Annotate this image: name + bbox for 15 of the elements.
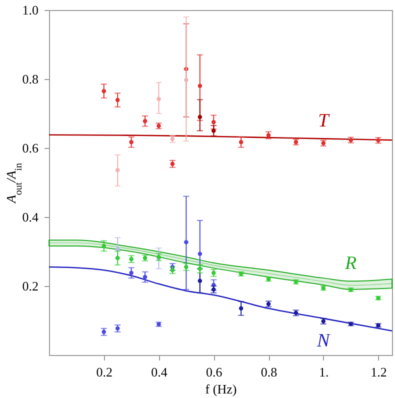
x-tick-label: 1.2	[370, 364, 387, 380]
x-tick-label: 0.8	[260, 364, 278, 380]
x-axis-title: f (Hz)	[205, 382, 237, 396]
series-label: T	[318, 110, 330, 132]
x-tick-label: 1.	[319, 364, 329, 380]
y-tick-label: 0.4	[22, 210, 39, 224]
y-tick-label: 0.8	[22, 72, 38, 86]
series-label: N	[316, 330, 332, 352]
y-tick-label: 0.6	[22, 140, 39, 156]
y-tick-label: 0.2	[22, 278, 38, 294]
x-tick-label: 0.2	[96, 364, 113, 380]
series-label: R	[344, 253, 358, 274]
x-tick-label: 0.4	[151, 364, 168, 380]
y-tick-label: 1.0	[22, 2, 38, 18]
x-tick-label: 0.6	[206, 364, 223, 380]
